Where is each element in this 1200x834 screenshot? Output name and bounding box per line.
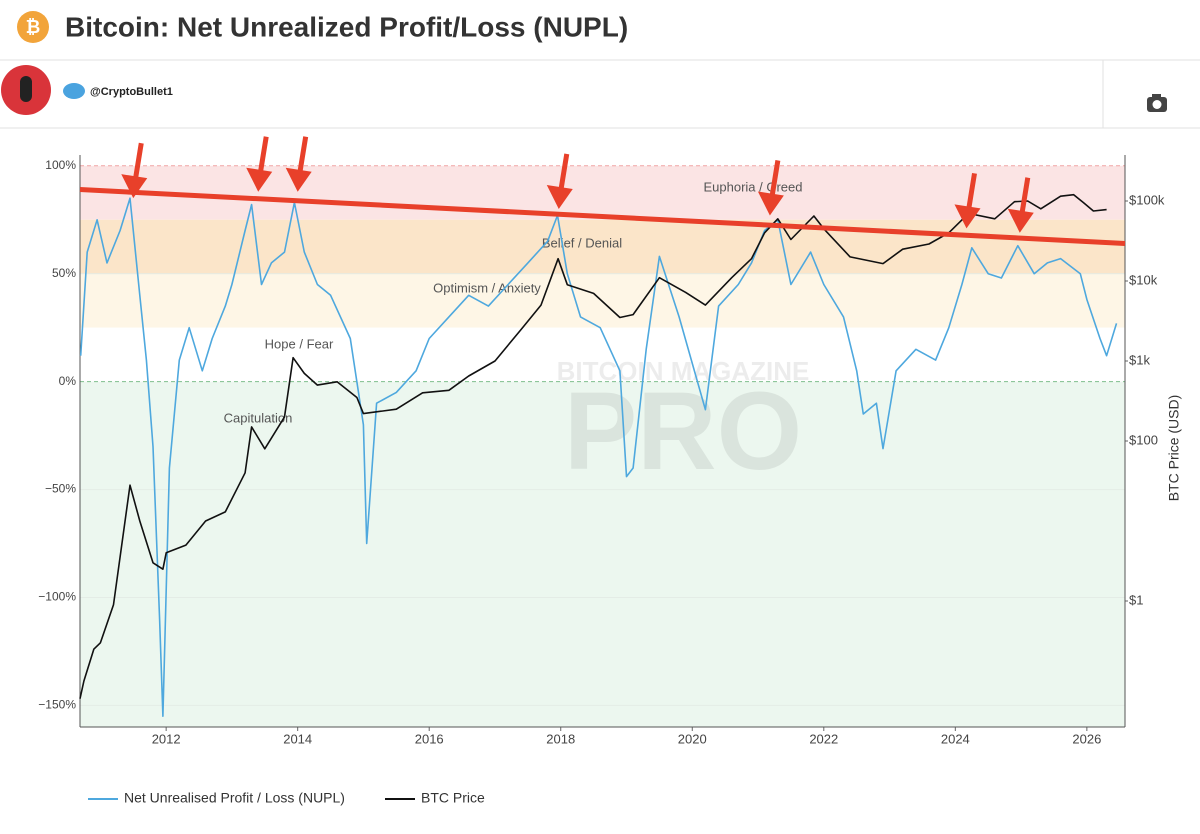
arrow-head (954, 204, 981, 229)
zone-label: Hope / Fear (265, 336, 334, 351)
zone-label: Optimism / Anxiety (433, 280, 541, 295)
arrow (121, 142, 148, 199)
logo-icon (17, 11, 49, 43)
camera-lens[interactable] (1152, 100, 1162, 109)
arrow-shaft (769, 160, 781, 198)
avatar-shape (20, 76, 32, 102)
arrow-shaft (966, 172, 977, 211)
trend-line (79, 187, 1126, 246)
zone-label: Euphoria / Greed (703, 179, 802, 194)
author-handle[interactable]: @CryptoBullet1 (90, 86, 173, 98)
arrow-head (246, 167, 273, 192)
arrow (954, 172, 981, 229)
zone-band (80, 327, 1125, 382)
arrow-head (1007, 208, 1034, 233)
y2-tick-label: $1 (1129, 592, 1143, 607)
page-title: Bitcoin: Net Unrealized Profit/Loss (NUP… (65, 11, 628, 42)
x-tick-label: 2016 (415, 731, 444, 746)
x-tick-label: 2014 (283, 731, 312, 746)
arrow-head (285, 167, 312, 192)
watermark: BITCOIN MAGAZINE (557, 356, 810, 386)
arrow (757, 160, 784, 216)
y-tick-label: 50% (52, 266, 76, 280)
camera-button[interactable] (1147, 94, 1167, 112)
arrow (546, 153, 573, 209)
zone-label: Belief / Denial (542, 235, 622, 250)
legend-label[interactable]: BTC Price (421, 790, 485, 806)
twitter-icon[interactable] (63, 83, 85, 99)
zone-band (80, 381, 1125, 727)
arrow-shaft (257, 136, 269, 175)
legend-label[interactable]: Net Unrealised Profit / Loss (NUPL) (124, 790, 345, 806)
arrow (1007, 177, 1034, 233)
arrow-shaft (558, 153, 570, 192)
x-tick-label: 2018 (546, 731, 575, 746)
y2-tick-label: $1k (1129, 352, 1150, 367)
watermark: PRO (564, 370, 802, 493)
y2-tick-label: $10k (1129, 272, 1158, 287)
arrow-shaft (132, 142, 144, 181)
logo-symbol: ₿ (26, 17, 41, 37)
camera-top[interactable] (1152, 94, 1161, 98)
x-tick-label: 2026 (1072, 731, 1101, 746)
y2-tick-label: $100k (1129, 192, 1165, 207)
x-tick-label: 2024 (941, 731, 970, 746)
y-tick-label: 100% (45, 158, 76, 172)
x-tick-label: 2022 (809, 731, 838, 746)
y-tick-label: 0% (59, 374, 77, 388)
y-tick-label: −100% (38, 590, 76, 604)
arrow-head (757, 191, 784, 216)
zone-label: Capitulation (224, 410, 293, 425)
arrow (246, 136, 273, 192)
arrow-shaft (1019, 177, 1031, 216)
arrow-head (546, 184, 573, 209)
arrow (285, 136, 312, 192)
series-line (79, 193, 1107, 699)
arrow-head (121, 174, 148, 199)
y2-tick-label: $100 (1129, 432, 1158, 447)
y2-axis-title: BTC Price (USD) (1166, 395, 1182, 502)
x-tick-label: 2012 (152, 731, 181, 746)
y-tick-label: −150% (38, 698, 76, 712)
y-tick-label: −50% (45, 482, 76, 496)
x-tick-label: 2020 (678, 731, 707, 746)
arrow-shaft (297, 136, 309, 175)
